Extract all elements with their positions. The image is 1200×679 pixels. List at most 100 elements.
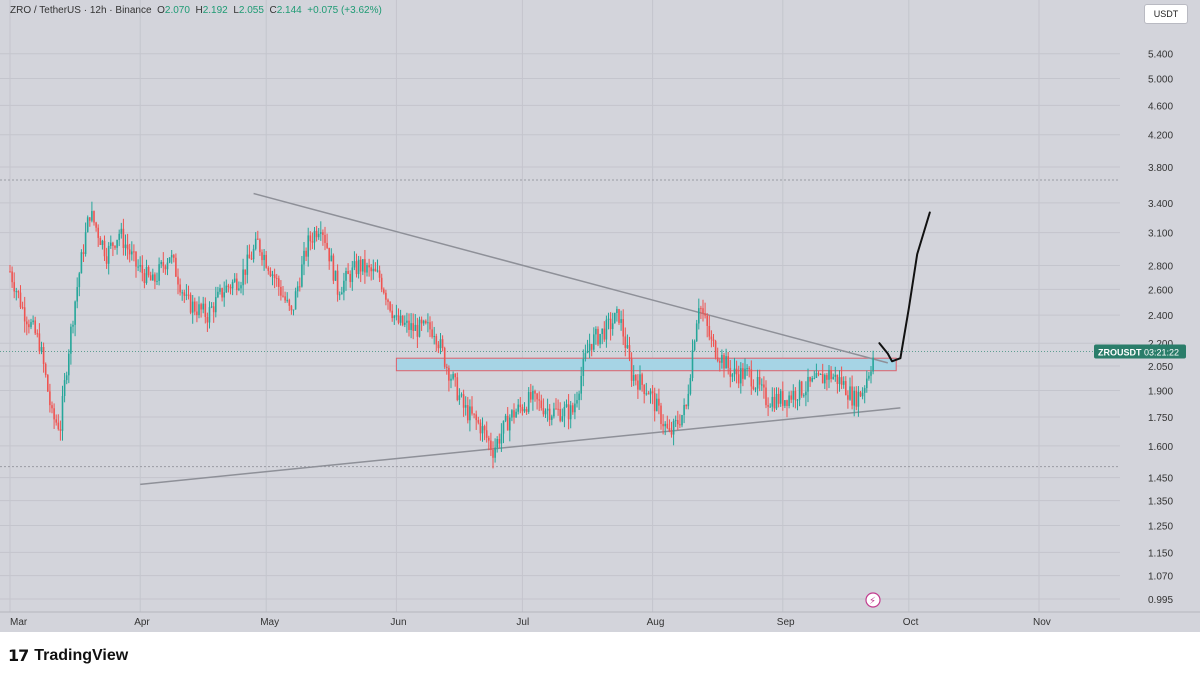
candle-body [834,374,837,377]
candle-body [635,375,637,381]
candle-body [227,285,230,287]
candle-body [687,393,690,407]
candle-body [616,309,618,313]
price-tick-label: 3.100 [1148,229,1173,240]
price-tag-bg [1094,344,1186,359]
price-tick-label: 5.400 [1148,50,1173,61]
candle-body [70,326,72,354]
candle-body [506,415,509,431]
candle-body [576,400,578,404]
candle-body [485,430,488,438]
candle-body [868,375,870,379]
candle-body [336,270,339,295]
candle-body [790,395,792,400]
candle-body [412,323,414,331]
candle-body [202,303,204,310]
tradingview-mark-icon: 𝟭𝟳 [8,646,29,665]
candle-body [775,393,778,409]
candle-body [651,391,654,394]
candle-body [595,328,597,335]
candle-body [59,429,62,431]
candle-body [345,270,347,281]
candle-body [378,270,381,278]
candle-body [559,409,561,421]
candle-body [622,319,624,337]
candle-body [309,235,312,242]
candle-body [632,375,635,381]
candle-body [618,309,620,323]
candle-body [601,328,603,334]
candle-body [162,262,165,267]
candle-body [177,276,179,285]
candle-body [796,399,799,401]
candle-body [677,420,679,425]
candle-body [200,304,202,310]
candle-body [544,410,547,415]
candle-body [126,244,129,250]
candle-body [788,395,790,406]
candle-body [244,269,246,275]
candle-body [779,391,782,404]
candle-body [275,277,278,279]
candle-body [425,320,427,324]
candle-body [164,266,167,270]
candle-body [229,286,232,289]
candle-body [492,449,494,458]
candle-body [246,254,249,275]
candle-body [82,252,85,255]
price-tick-label: 2.050 [1148,362,1173,373]
candle-body [794,390,797,401]
candle-body [391,310,393,319]
candle-body [729,367,732,377]
candle-body [721,355,723,363]
candle-body [198,304,200,316]
high-label: H [195,5,203,16]
price-chart[interactable]: 5.400 5.000 4.600 4.200 3.800 3.400 3.100 2.800… [0,0,1200,632]
chart-area[interactable]: 5.400 5.000 4.600 4.200 3.800 3.400 3.100 2.800… [0,0,1200,632]
currency-button[interactable]: USDT [1144,4,1188,24]
candle-body [196,311,198,316]
candle-body [23,307,26,322]
candle-body [38,333,41,352]
candle-body [828,369,830,380]
candle-body [842,381,845,385]
candle-body [395,315,398,317]
candle-body [660,405,662,424]
candle-body [628,345,631,359]
candle-body [639,374,641,390]
candle-body [853,390,855,406]
candle-body [95,222,97,228]
candle-body [553,408,555,417]
candle-body [653,393,656,412]
candle-body [97,227,99,238]
candle-body [477,420,480,423]
candle-body [305,250,307,257]
candle-body [817,373,820,375]
candle-body [364,259,366,273]
tradingview-logo[interactable]: 𝟭𝟳 TradingView [8,646,128,665]
candle-body [328,247,330,262]
candle-body [44,363,47,376]
candle-body [288,299,291,306]
candle-body [72,324,74,327]
candle-body [857,391,860,407]
candle-body [803,395,805,397]
candle-body [557,408,559,410]
candle-body [40,347,43,352]
candle-body [206,317,209,323]
price-tick-label: 0.995 [1148,595,1173,606]
candle-body [624,336,627,348]
candle-body [343,280,345,293]
candle-body [572,405,574,413]
candle-body [565,404,568,407]
candle-body [210,306,213,308]
candle-body [175,257,177,277]
candle-body [397,315,400,323]
candle-body [257,238,259,240]
candle-body [473,413,475,415]
price-tick-label: 5.000 [1148,75,1173,86]
open-value: 2.070 [164,5,190,16]
candle-body [607,318,610,320]
candle-body [689,378,692,394]
candle-body [233,278,236,282]
